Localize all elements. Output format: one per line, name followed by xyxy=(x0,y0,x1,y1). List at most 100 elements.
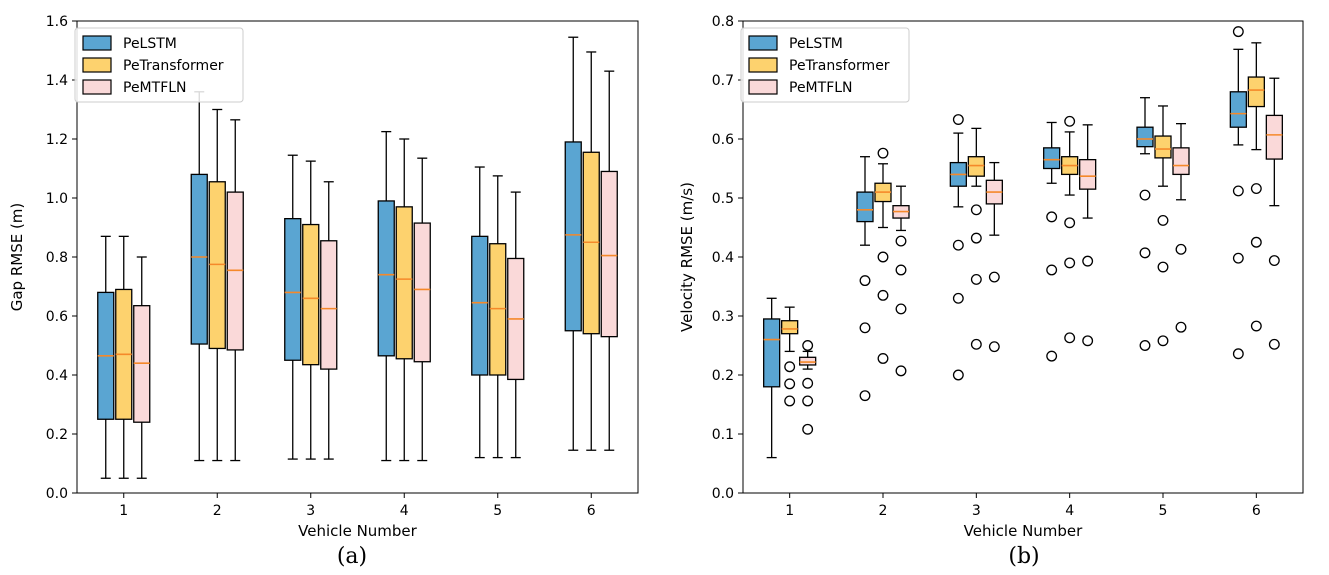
outlier-point xyxy=(1250,183,1262,195)
y-tick-label: 0.4 xyxy=(712,250,734,266)
box-iqr xyxy=(302,223,320,366)
box-iqr xyxy=(1154,135,1172,159)
x-axis-label: Vehicle Number xyxy=(964,522,1084,540)
panel-a: 0.00.20.40.60.81.01.21.41.61 2 3 4 5 6PeLSTMP… xyxy=(8,14,639,569)
outlier-point xyxy=(1232,348,1244,360)
box-iqr xyxy=(320,240,338,370)
legend-label: PeTransformer xyxy=(789,58,890,74)
box-pelstm-1 xyxy=(97,235,115,479)
legend: PeLSTM PeTransformer PeMTFLN xyxy=(740,27,910,103)
box-pelstm-5 xyxy=(1136,97,1154,351)
outlier-point xyxy=(1232,26,1244,38)
y-axis-label: Gap RMSE (m) xyxy=(8,203,26,312)
legend-label: PeTransformer xyxy=(123,58,224,74)
outlier-point xyxy=(1157,261,1169,273)
box-pemtfln-1 xyxy=(133,256,151,479)
y-tick-label: 1.0 xyxy=(46,191,68,207)
box-iqr xyxy=(1247,76,1265,108)
outlier-point xyxy=(1250,236,1262,248)
y-tick-label: 0.0 xyxy=(46,486,68,502)
box-petransformer-1 xyxy=(781,306,799,407)
outlier-point xyxy=(784,378,796,390)
axes-frame xyxy=(742,20,1304,494)
panel-b: 0.00.10.20.30.40.50.60.70.81 2 3 4 5 6PeLSTMP… xyxy=(678,14,1304,569)
y-tick-label: 0.1 xyxy=(712,427,734,443)
box-pelstm-3 xyxy=(284,154,302,460)
box-pelstm-1 xyxy=(763,297,781,459)
box-iqr xyxy=(1172,147,1190,176)
box-iqr xyxy=(1043,147,1061,170)
outlier-point xyxy=(859,275,871,287)
outlier-point xyxy=(970,273,982,285)
box-petransformer-3 xyxy=(302,160,320,460)
x-tick-label: 1 xyxy=(119,503,128,519)
legend-swatch xyxy=(82,35,112,51)
box-pemtfln-5 xyxy=(507,191,525,459)
x-tick-label: 5 xyxy=(493,503,502,519)
box-pemtfln-3 xyxy=(985,161,1003,353)
box-petransformer-2 xyxy=(208,108,226,462)
outlier-point xyxy=(895,365,907,377)
box-pelstm-4 xyxy=(1043,121,1061,362)
y-tick-label: 0.2 xyxy=(46,427,68,443)
box-petransformer-5 xyxy=(489,175,507,459)
box-iqr xyxy=(763,318,781,388)
box-iqr xyxy=(967,156,985,177)
box-petransformer-6 xyxy=(582,51,600,451)
outlier-point xyxy=(1250,320,1262,332)
box-iqr xyxy=(395,206,413,360)
box-iqr xyxy=(1265,114,1283,160)
box-iqr xyxy=(1079,158,1097,190)
outlier-point xyxy=(895,264,907,276)
x-tick-label: 6 xyxy=(587,503,596,519)
outlier-point xyxy=(1046,211,1058,223)
outlier-point xyxy=(970,204,982,216)
box-petransformer-3 xyxy=(967,127,985,350)
outlier-point xyxy=(1064,115,1076,127)
outlier-point xyxy=(952,369,964,381)
y-tick-label: 1.2 xyxy=(46,132,68,148)
outlier-point xyxy=(1157,335,1169,347)
box-petransformer-4 xyxy=(1061,115,1079,344)
y-tick-label: 0.2 xyxy=(712,368,734,384)
y-tick-label: 0.5 xyxy=(712,191,734,207)
box-pemtfln-1 xyxy=(799,340,817,435)
outlier-point xyxy=(1268,338,1280,350)
x-tick-label: 5 xyxy=(1159,503,1168,519)
box-iqr xyxy=(413,222,431,363)
legend-swatch xyxy=(82,79,112,95)
legend-label: PeMTFLN xyxy=(789,80,853,96)
box-pelstm-2 xyxy=(856,156,874,402)
y-tick-label: 0.7 xyxy=(712,73,734,89)
box-iqr xyxy=(1229,91,1247,128)
outlier-point xyxy=(877,289,889,301)
outlier-point xyxy=(895,303,907,315)
outlier-point xyxy=(802,340,814,351)
outlier-point xyxy=(1064,257,1076,269)
box-iqr xyxy=(856,191,874,223)
box-petransformer-5 xyxy=(1154,105,1172,347)
outlier-point xyxy=(877,147,889,159)
outlier-point xyxy=(1232,185,1244,197)
axes-frame xyxy=(76,20,639,494)
y-tick-label: 0.0 xyxy=(712,486,734,502)
outlier-point xyxy=(952,239,964,251)
x-tick-label: 2 xyxy=(213,503,222,519)
x-axis-label: Vehicle Number xyxy=(298,522,418,540)
box-pemtfln-3 xyxy=(320,181,338,460)
box-petransformer-6 xyxy=(1247,42,1265,332)
x-tick-label: 4 xyxy=(1065,503,1074,519)
outlier-point xyxy=(1175,321,1187,333)
outlier-point xyxy=(877,353,889,364)
legend-swatch xyxy=(748,35,778,51)
box-pemtfln-2 xyxy=(226,119,244,462)
y-tick-label: 0.6 xyxy=(46,309,68,325)
legend-label: PeLSTM xyxy=(789,36,843,52)
x-tick-label: 3 xyxy=(972,503,981,519)
outlier-point xyxy=(1046,264,1058,276)
outlier-point xyxy=(784,395,796,407)
box-iqr xyxy=(564,141,582,332)
panel-caption: (b) xyxy=(1008,544,1039,569)
outlier-point xyxy=(952,292,964,304)
y-tick-label: 0.8 xyxy=(46,250,68,266)
